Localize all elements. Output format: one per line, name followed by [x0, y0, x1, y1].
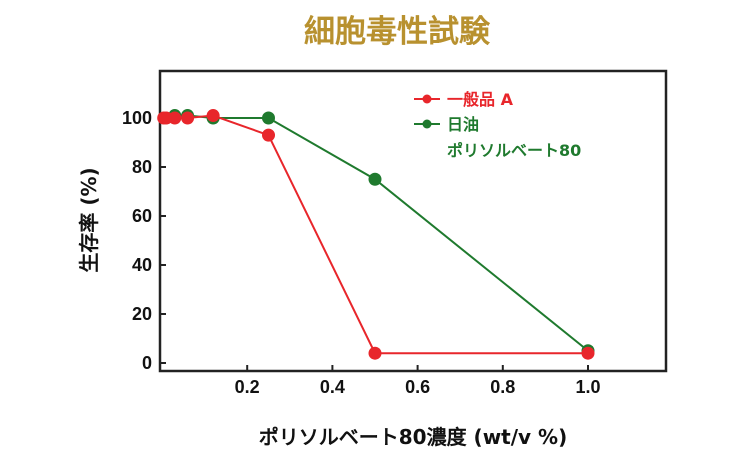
legend: 一般品 A 日油 ポリソルベート80: [414, 90, 581, 160]
legend-swatch-marker: [422, 94, 432, 104]
x-axis-label: ポリソルベート80濃度 (wt/v %): [259, 425, 567, 449]
legend-label-series-2-line-1: 日油: [447, 115, 479, 134]
chart-title: 細胞毒性試験: [304, 14, 491, 50]
data-point: [581, 346, 595, 360]
legend-entry-series-1: 一般品 A: [414, 90, 514, 109]
plot-frame: [158, 69, 668, 373]
series-1: [157, 109, 595, 360]
legend-label-series-1: 一般品 A: [447, 90, 514, 109]
x-tick-label: 0.6: [405, 377, 430, 397]
data-point: [168, 111, 182, 125]
plot-area: [158, 69, 668, 373]
y-tick-label: 40: [132, 255, 152, 275]
x-tick-label: 0.8: [490, 377, 515, 397]
data-point: [368, 346, 382, 360]
x-tick-label: 1.0: [575, 377, 600, 397]
legend-label-series-2-line-2: ポリソルベート80: [447, 141, 581, 160]
x-axis: 0.2 0.4 0.6 0.8 1.0: [235, 365, 601, 397]
x-tick-label: 0.2: [235, 377, 260, 397]
legend-entry-series-2: 日油 ポリソルベート80: [414, 115, 581, 160]
x-tick-label: 0.4: [320, 377, 345, 397]
data-point: [206, 109, 220, 123]
series-layer: [157, 109, 595, 360]
y-tick-label: 80: [132, 157, 152, 177]
y-tick-label: 20: [132, 304, 152, 324]
y-tick-label: 0: [142, 353, 152, 373]
y-axis-label: 生存率 (%): [77, 167, 101, 272]
data-point: [181, 111, 195, 125]
data-point: [368, 172, 382, 186]
legend-swatch-marker: [422, 119, 432, 129]
data-point: [262, 111, 275, 125]
y-tick-label: 60: [132, 206, 152, 226]
data-point: [262, 128, 275, 142]
y-tick-label: 100: [122, 108, 152, 128]
